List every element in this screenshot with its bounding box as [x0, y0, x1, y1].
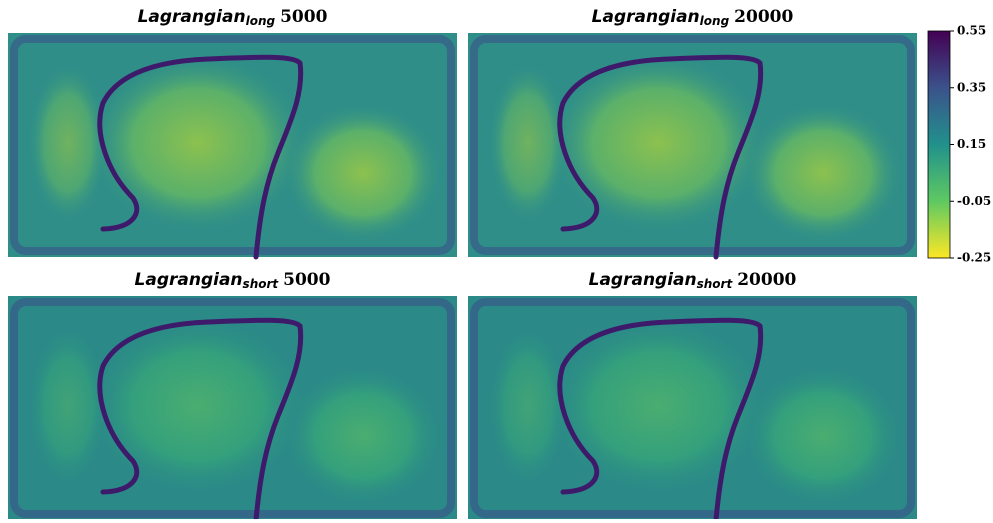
colorbar-tick-label: -0.25: [957, 251, 991, 265]
field-region: [743, 366, 903, 506]
title-main: Lagrangian: [138, 7, 246, 27]
field-region: [283, 366, 443, 506]
colorbar-tick-label: -0.05: [957, 194, 991, 208]
field-region: [743, 103, 903, 243]
separatrix: [557, 317, 764, 523]
colorbar: [927, 30, 951, 259]
colorbar-tick-label: 0.15: [957, 137, 986, 151]
panels: Lagrangianlong 5000 Lagrangianlong 20000Lag…: [8, 7, 917, 523]
panel: [8, 33, 457, 260]
field-region: [88, 316, 308, 496]
title-main: Lagrangian: [135, 270, 243, 290]
separatrix: [97, 317, 304, 523]
field-region: [283, 103, 443, 243]
title-suffix: 5000: [280, 7, 327, 27]
title-subscript: long: [246, 14, 276, 28]
field-region: [28, 326, 108, 486]
colorbar-tick-label: 0.35: [957, 80, 986, 94]
title-subscript: short: [243, 277, 280, 291]
field-border: [470, 35, 915, 255]
field-region: [488, 63, 568, 223]
panel: [468, 33, 917, 260]
field-border: [470, 298, 915, 518]
colorbar-tick-label: 0.55: [957, 24, 986, 38]
field-region: [548, 53, 768, 233]
separatrix: [97, 54, 304, 260]
field-border: [10, 298, 455, 518]
field-border: [10, 35, 455, 255]
separatrix: [557, 54, 764, 260]
field-region: [28, 63, 108, 223]
panel-title: Lagrangianshort 20000: [589, 270, 797, 291]
title-suffix: 5000: [283, 270, 330, 290]
panel: [468, 296, 917, 523]
title-subscript: short: [697, 277, 734, 291]
title-main: Lagrangian: [592, 7, 700, 27]
title-subscript: long: [700, 14, 730, 28]
panel-title: Lagrangianlong 20000: [592, 7, 794, 28]
title-suffix: 20000: [737, 270, 796, 290]
panel: [8, 296, 457, 523]
field-region: [488, 326, 568, 486]
field-region: [88, 53, 308, 233]
field-region: [548, 316, 768, 496]
panel-title: Lagrangianlong 5000: [138, 7, 328, 28]
panel-title: Lagrangianshort 5000: [135, 270, 331, 291]
title-suffix: 20000: [734, 7, 793, 27]
title-main: Lagrangian: [589, 270, 697, 290]
